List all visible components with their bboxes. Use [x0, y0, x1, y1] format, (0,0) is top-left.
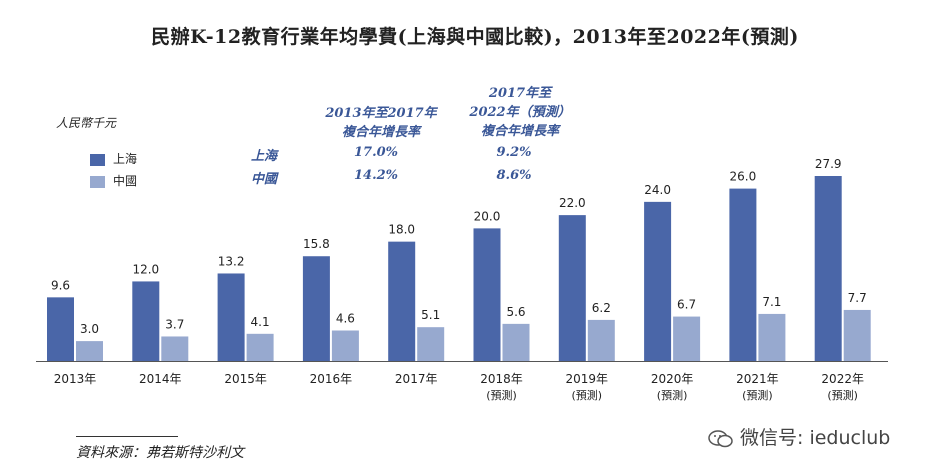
bar-shanghai-2019年: [558, 215, 586, 361]
watermark: 微信号: ieduclub: [708, 423, 890, 450]
bar-china-2018年: [502, 323, 530, 361]
cagr-china-p1: 14.2%: [353, 168, 398, 183]
source-note: 資料來源：弗若斯特沙利文: [76, 445, 244, 461]
cagr-period2-line1: 2017年至: [488, 86, 552, 101]
bar-china-2016年: [331, 330, 359, 361]
data-label-china-2014年: 3.7: [165, 317, 184, 331]
data-label-shanghai-2015年: 13.2: [218, 254, 245, 268]
bar-shanghai-2017年: [388, 241, 416, 361]
cagr-period1-header: 2013年至2017年 複合年增長率: [306, 102, 456, 140]
bar-china-2019年: [587, 319, 615, 361]
legend-label-shanghai: 上海: [113, 152, 138, 166]
data-label-shanghai-2017年: 18.0: [388, 223, 415, 237]
legend-label-china: 中國: [113, 174, 138, 188]
legend-swatch-china: [90, 175, 105, 188]
bar-china-2021年: [758, 313, 786, 361]
cagr-region-shanghai: 上海: [250, 149, 277, 164]
legend-item-shanghai: 上海: [90, 150, 137, 167]
cagr-period1-line2: 複合年增長率: [341, 125, 420, 140]
cagr-period2-line2: 2022年（預測）: [469, 105, 571, 120]
bar-shanghai-2014年: [132, 281, 160, 361]
wechat-icon: [708, 429, 733, 447]
x-tick-sublabel-2018年: (預測): [486, 388, 517, 402]
bar-china-2017年: [417, 327, 445, 361]
x-tick-label-2018年: 2018年: [480, 372, 523, 386]
x-tick-label-2015年: 2015年: [224, 372, 267, 386]
data-label-china-2020年: 6.7: [677, 298, 696, 312]
data-label-china-2013年: 3.0: [80, 322, 99, 336]
data-label-shanghai-2014年: 12.0: [132, 262, 159, 276]
data-label-shanghai-2020年: 24.0: [644, 183, 671, 197]
bar-shanghai-2020年: [644, 201, 672, 361]
bar-shanghai-2013年: [47, 297, 74, 361]
bar-china-2015年: [246, 333, 274, 361]
watermark-text: 微信号: ieduclub: [740, 427, 891, 449]
data-label-china-2017年: 5.1: [421, 308, 440, 322]
x-tick-sublabel-2022年: (預測): [827, 388, 858, 402]
data-label-china-2022年: 7.7: [848, 291, 867, 305]
cagr-period2-header: 2017年至 2022年（預測） 複合年增長率: [440, 82, 600, 139]
data-label-china-2019年: 6.2: [592, 301, 611, 315]
x-tick-label-2022年: 2022年: [821, 372, 864, 386]
bar-shanghai-2016年: [302, 256, 330, 361]
legend-swatch-shanghai: [90, 153, 105, 166]
cagr-period2-line3: 複合年增長率: [480, 124, 559, 139]
bar-shanghai-2015年: [217, 273, 245, 361]
cagr-shanghai-p1: 17.0%: [353, 145, 398, 160]
x-tick-label-2016年: 2016年: [310, 372, 353, 386]
data-label-china-2015年: 4.1: [251, 315, 270, 329]
bar-shanghai-2021年: [729, 188, 757, 361]
x-tick-label-2021年: 2021年: [736, 372, 779, 386]
cagr-region-china: 中國: [250, 172, 277, 187]
bar-shanghai-2022年: [814, 176, 842, 361]
data-label-shanghai-2018年: 20.0: [474, 209, 501, 223]
data-label-shanghai-2022年: 27.9: [815, 157, 842, 171]
data-label-china-2018年: 5.6: [506, 305, 525, 319]
data-label-shanghai-2019年: 22.0: [559, 196, 586, 210]
x-tick-label-2014年: 2014年: [139, 372, 182, 386]
cagr-china-p2: 8.6%: [496, 168, 532, 183]
x-tick-label-2013年: 2013年: [54, 372, 97, 386]
x-tick-label-2020年: 2020年: [651, 372, 694, 386]
bar-china-2013年: [76, 341, 103, 361]
x-tick-label-2019年: 2019年: [566, 372, 609, 386]
data-label-shanghai-2016年: 15.8: [303, 237, 330, 251]
cagr-shanghai-p2: 9.2%: [496, 145, 532, 160]
bar-china-2022年: [843, 309, 871, 361]
unit-label: 人民幣千元: [56, 116, 117, 130]
bar-china-2020年: [673, 316, 701, 361]
legend-item-china: 中國: [90, 172, 137, 189]
x-tick-sublabel-2019年: (預測): [572, 388, 603, 402]
bar-shanghai-2018年: [473, 228, 501, 361]
data-label-shanghai-2021年: 26.0: [730, 170, 757, 184]
data-label-china-2021年: 7.1: [762, 295, 781, 309]
x-tick-sublabel-2021年: (預測): [742, 388, 773, 402]
x-tick-sublabel-2020年: (預測): [657, 388, 688, 402]
data-label-china-2016年: 4.6: [336, 311, 355, 325]
x-tick-label-2017年: 2017年: [395, 372, 438, 386]
bar-china-2014年: [161, 336, 189, 361]
source-rule: [76, 436, 178, 437]
chart-title: 民辦K-12教育行業年均學費(上海與中國比較)，2013年至2022年(預測): [151, 26, 799, 48]
cagr-period1-line1: 2013年至2017年: [325, 106, 437, 121]
data-label-shanghai-2013年: 9.6: [51, 278, 70, 292]
